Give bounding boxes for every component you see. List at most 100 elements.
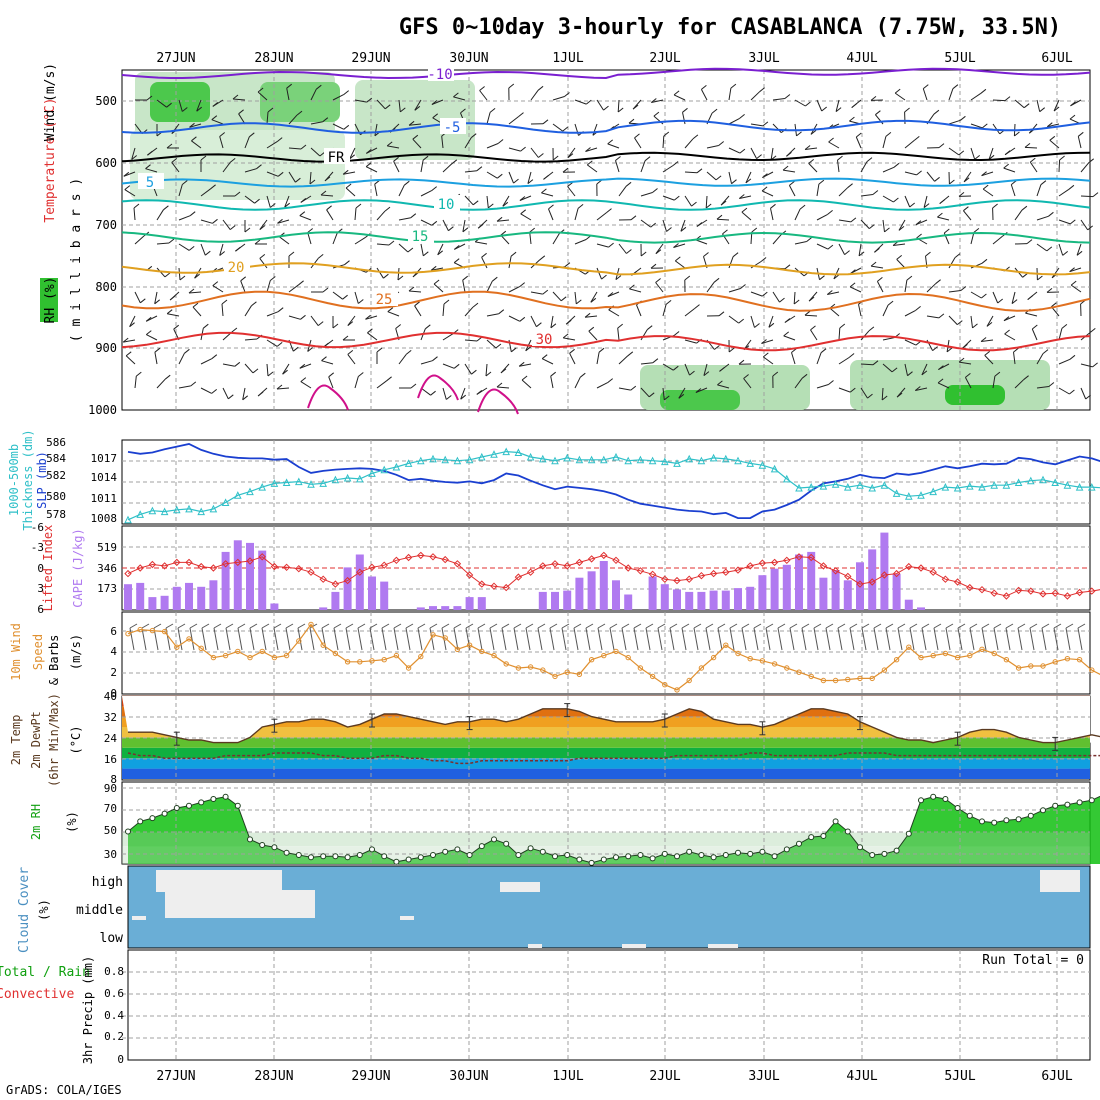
wind-barb-flag bbox=[173, 324, 180, 330]
rh-point bbox=[332, 853, 339, 860]
precip-panel: Run Total = 0 0.8 0.6 0.4 0.2 0 Total / … bbox=[0, 949, 1091, 1066]
thickness-point bbox=[721, 454, 730, 463]
wind-barb-flag bbox=[367, 328, 373, 334]
tick-label: 1008 bbox=[91, 512, 118, 525]
wind-speed-point bbox=[881, 667, 888, 673]
wind-barb-flag bbox=[745, 178, 752, 184]
wind-barb bbox=[178, 353, 185, 365]
wind-barb-flag bbox=[655, 249, 662, 255]
thickness-point bbox=[514, 448, 523, 456]
surface-wind-barbs bbox=[129, 623, 1086, 651]
temperature-contour bbox=[121, 67, 1091, 80]
wind-barb-flag bbox=[154, 299, 161, 305]
wind-barb bbox=[420, 219, 433, 226]
thickness-point bbox=[965, 481, 974, 490]
wind-barb bbox=[926, 283, 936, 293]
wind-barb-flag bbox=[980, 88, 987, 94]
lifted-index-point bbox=[246, 557, 254, 565]
wind-barb-flag bbox=[432, 356, 438, 362]
wind-barb bbox=[959, 361, 972, 365]
wind-barb bbox=[675, 260, 686, 269]
wind-barb bbox=[154, 352, 158, 365]
surface-wind-barb bbox=[825, 627, 831, 651]
rh-point bbox=[503, 840, 510, 847]
wind-barb-flag bbox=[376, 347, 383, 353]
wind-barb bbox=[750, 123, 763, 127]
wind-barb bbox=[948, 88, 954, 101]
date-label-top: 1JUL bbox=[552, 51, 583, 66]
wind-barb bbox=[276, 387, 290, 390]
wind-barb bbox=[728, 171, 732, 184]
wind-barb-flag bbox=[1042, 349, 1049, 354]
wind-barb bbox=[640, 160, 646, 173]
surface-wind-barb-flag bbox=[129, 623, 138, 629]
wind-barb-flag bbox=[1069, 114, 1076, 120]
wind-barb-flag bbox=[550, 371, 557, 377]
wind-barb-flag bbox=[527, 179, 534, 184]
wind-barb bbox=[793, 291, 796, 305]
rh-point bbox=[320, 853, 327, 860]
surface-wind-barb-flag bbox=[945, 623, 954, 629]
wind-barb-flag bbox=[460, 394, 467, 400]
cape-bar bbox=[124, 584, 132, 610]
cape-bar bbox=[782, 564, 791, 610]
wind-barb-flag bbox=[965, 373, 971, 378]
surface-wind-barb-flag bbox=[561, 623, 570, 629]
wind-barb-flag bbox=[276, 384, 283, 390]
wind-barb-flag bbox=[898, 226, 905, 231]
wind-barb-flag bbox=[648, 392, 655, 398]
thickness-point bbox=[587, 455, 596, 464]
wind-barb bbox=[596, 352, 600, 365]
thickness-line bbox=[127, 450, 1100, 521]
thickness-point bbox=[538, 454, 547, 463]
lifted-index-point bbox=[392, 556, 401, 565]
wind-barb bbox=[486, 171, 498, 179]
wind-speed-point bbox=[662, 682, 668, 688]
surface-wind-barb-flag bbox=[537, 623, 546, 629]
wind-barb-flag bbox=[129, 322, 135, 328]
wind-barb bbox=[1036, 99, 1041, 112]
lifted-index-point bbox=[892, 569, 901, 578]
rh-point bbox=[698, 852, 705, 858]
rh-point bbox=[405, 856, 412, 863]
surface-wind-barb-flag bbox=[621, 623, 630, 629]
wind-barb bbox=[984, 355, 994, 365]
rh-point bbox=[991, 819, 998, 826]
wind-barb-flag bbox=[1023, 103, 1030, 109]
wind-barb bbox=[829, 307, 840, 317]
wind-barb-flag bbox=[691, 201, 697, 207]
surface-wind-barb bbox=[393, 627, 399, 651]
wind-barb-flag bbox=[536, 322, 542, 328]
wind-barb-flag bbox=[818, 179, 825, 185]
wind-barb bbox=[860, 219, 870, 229]
wind-barb-flag bbox=[933, 109, 940, 115]
wind-barb bbox=[922, 88, 928, 101]
rh-point bbox=[1003, 817, 1010, 824]
wind-barb-flag bbox=[529, 227, 536, 233]
wind-barb-flag bbox=[204, 250, 211, 256]
wind-barb-flag bbox=[542, 119, 549, 125]
wind-barb bbox=[398, 184, 405, 197]
rh-point bbox=[539, 848, 546, 855]
wind-barb bbox=[662, 304, 667, 317]
wind-barb bbox=[963, 171, 972, 183]
rh-point bbox=[881, 850, 888, 857]
lifted-index-point bbox=[380, 561, 388, 569]
wind-barb-flag bbox=[471, 369, 477, 375]
wind-barb bbox=[1058, 358, 1071, 365]
wind-barb bbox=[640, 329, 648, 341]
wind-barb-flag bbox=[632, 104, 639, 110]
wind-speed-point bbox=[247, 654, 253, 661]
cape-bar bbox=[160, 595, 169, 610]
wind-barb bbox=[750, 261, 762, 269]
rh-point bbox=[125, 828, 131, 835]
wind-barb-flag bbox=[221, 299, 228, 305]
axis-label-units: (m/s) bbox=[69, 634, 83, 670]
thickness-point bbox=[1002, 481, 1011, 489]
wind-barb-flag bbox=[952, 84, 959, 90]
wind-barb-flag bbox=[982, 184, 989, 190]
wind-barb bbox=[374, 123, 378, 136]
wind-barb bbox=[618, 355, 629, 365]
tick-label: 0 bbox=[37, 562, 44, 575]
wind-barb-flag bbox=[630, 385, 637, 391]
